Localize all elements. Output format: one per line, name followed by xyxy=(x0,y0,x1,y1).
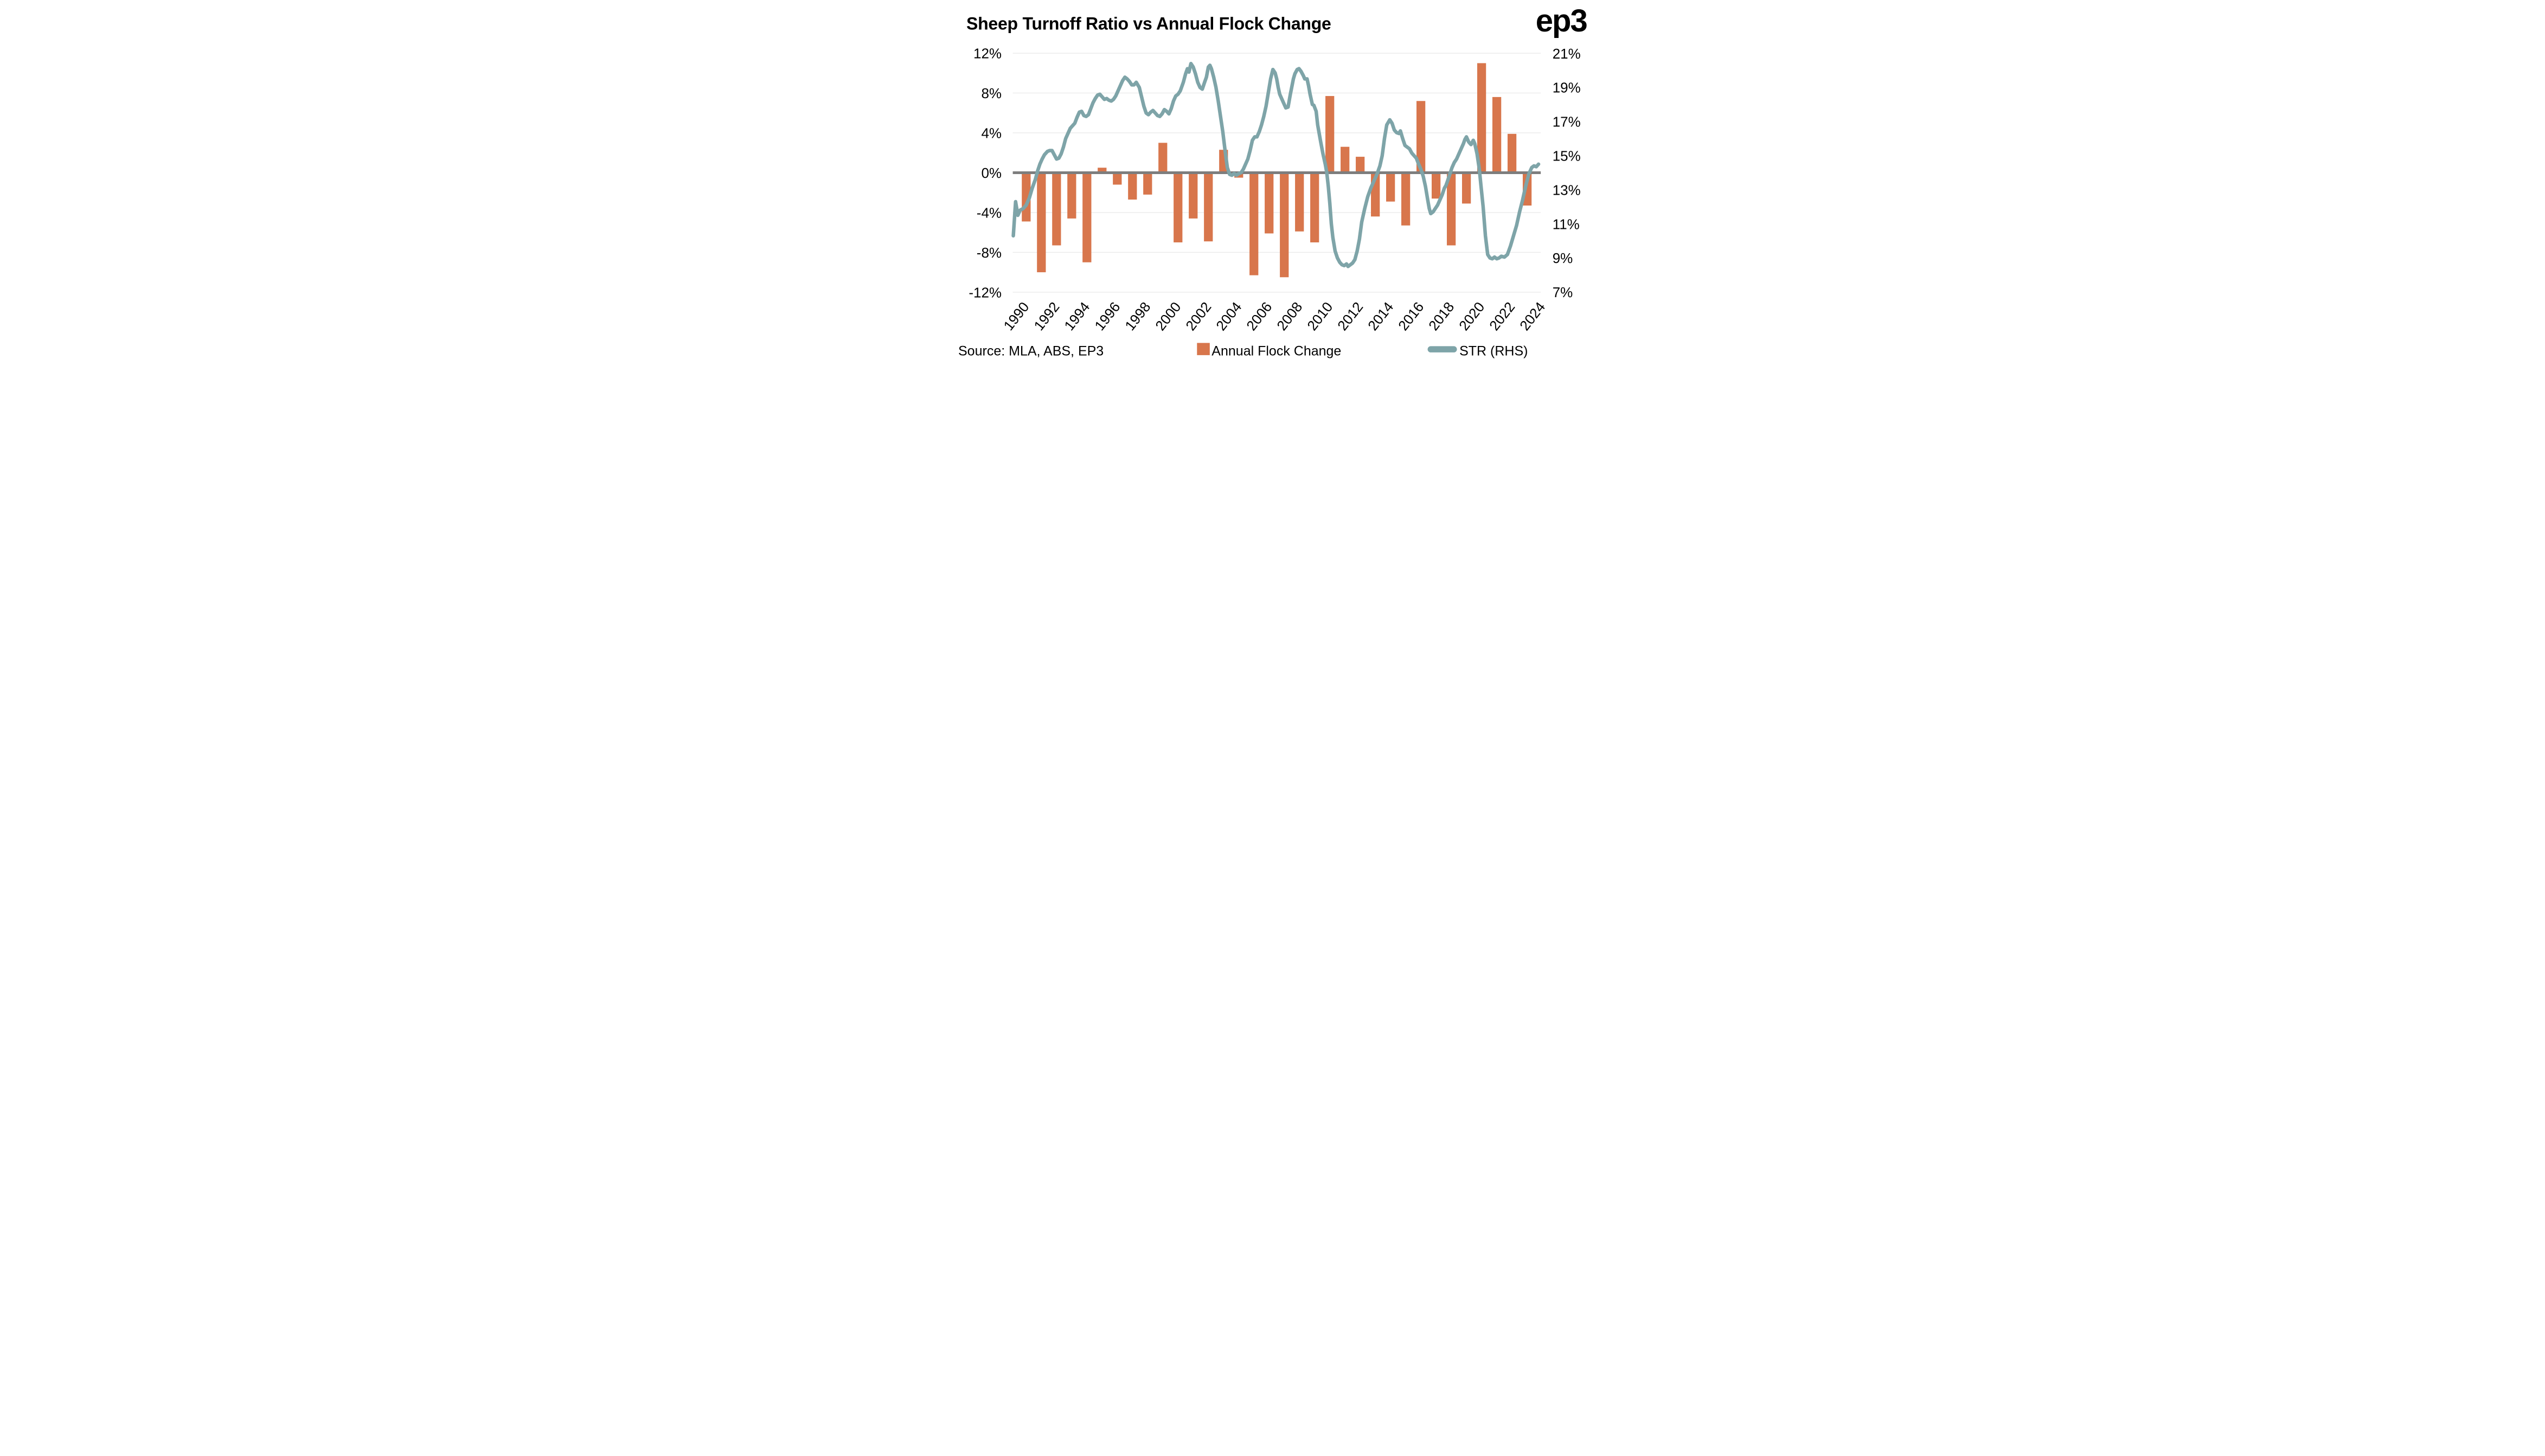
chart-canvas: Sheep Turnoff Ratio vs Annual Flock Chan… xyxy=(954,0,1591,364)
left-axis-tick-4: 4% xyxy=(981,125,1002,142)
bar-2022 xyxy=(1507,133,1516,173)
bar-1996 xyxy=(1112,172,1121,185)
bar-2008 xyxy=(1294,172,1304,232)
bar-2001 xyxy=(1188,172,1197,219)
right-axis-tick-11: 11% xyxy=(1552,216,1579,232)
right-axis-tick-9: 9% xyxy=(1552,250,1573,266)
chart-title: Sheep Turnoff Ratio vs Annual Flock Chan… xyxy=(966,14,1331,34)
legend-bar-swatch xyxy=(1196,343,1210,355)
right-axis-tick-7: 7% xyxy=(1552,284,1573,300)
right-axis-tick-13: 13% xyxy=(1552,182,1580,198)
legend-bar-label: Annual Flock Change xyxy=(1211,343,1341,358)
bar-2010 xyxy=(1325,96,1334,173)
left-axis-tick--12: -12% xyxy=(969,284,1002,300)
bar-1991 xyxy=(1036,172,1046,273)
str-line-path xyxy=(1011,61,1540,268)
line-series-str xyxy=(1011,61,1540,268)
left-axis-tick-8: 8% xyxy=(981,85,1002,101)
right-axis-tick-17: 17% xyxy=(1552,114,1580,130)
chart-card: Sheep Turnoff Ratio vs Annual Flock Chan… xyxy=(954,0,1591,364)
bar-2002 xyxy=(1203,172,1213,242)
bar-1997 xyxy=(1127,172,1137,200)
right-axis-labels: 21% 19% 17% 15% 13% 11% 9% 7% xyxy=(1552,46,1580,300)
bar-2012 xyxy=(1355,157,1364,173)
bar-2011 xyxy=(1340,146,1349,173)
bar-2017 xyxy=(1431,172,1440,199)
left-axis-tick--8: -8% xyxy=(976,245,1001,261)
bar-2021 xyxy=(1492,97,1501,173)
bar-1995 xyxy=(1097,168,1106,173)
bar-2016 xyxy=(1416,101,1425,173)
bar-2018 xyxy=(1446,172,1456,246)
bar-2005 xyxy=(1249,172,1258,275)
bar-1992 xyxy=(1052,172,1061,246)
bar-2014 xyxy=(1386,172,1395,202)
right-axis-tick-21: 21% xyxy=(1552,46,1580,62)
left-axis-tick--4: -4% xyxy=(976,204,1001,221)
source-note: Source: MLA, ABS, EP3 xyxy=(958,343,1104,358)
right-axis-tick-15: 15% xyxy=(1552,148,1580,164)
bar-2009 xyxy=(1310,172,1319,242)
bar-2006 xyxy=(1264,172,1273,234)
left-axis-tick-12: 12% xyxy=(973,46,1002,62)
legend-line-label: STR (RHS) xyxy=(1459,343,1528,358)
bar-2019 xyxy=(1461,172,1471,204)
bar-1994 xyxy=(1082,172,1091,262)
left-axis-labels: 12% 8% 4% 0% -4% -8% -12% xyxy=(969,46,1002,301)
legend-line-swatch xyxy=(1427,346,1457,352)
bar-2000 xyxy=(1173,172,1182,242)
left-axis-tick-0: 0% xyxy=(981,165,1002,181)
bar-1993 xyxy=(1067,172,1076,219)
bar-1998 xyxy=(1143,172,1152,195)
bar-2007 xyxy=(1279,172,1288,278)
bar-1999 xyxy=(1158,143,1167,173)
bar-2015 xyxy=(1401,172,1410,226)
right-axis-tick-19: 19% xyxy=(1552,80,1580,96)
bar-2020 xyxy=(1477,63,1486,173)
bar-series-annual-flock-change xyxy=(1021,63,1531,278)
ep3-logo: ep3 xyxy=(1535,3,1587,39)
legend: Annual Flock Change STR (RHS) xyxy=(1196,343,1528,358)
